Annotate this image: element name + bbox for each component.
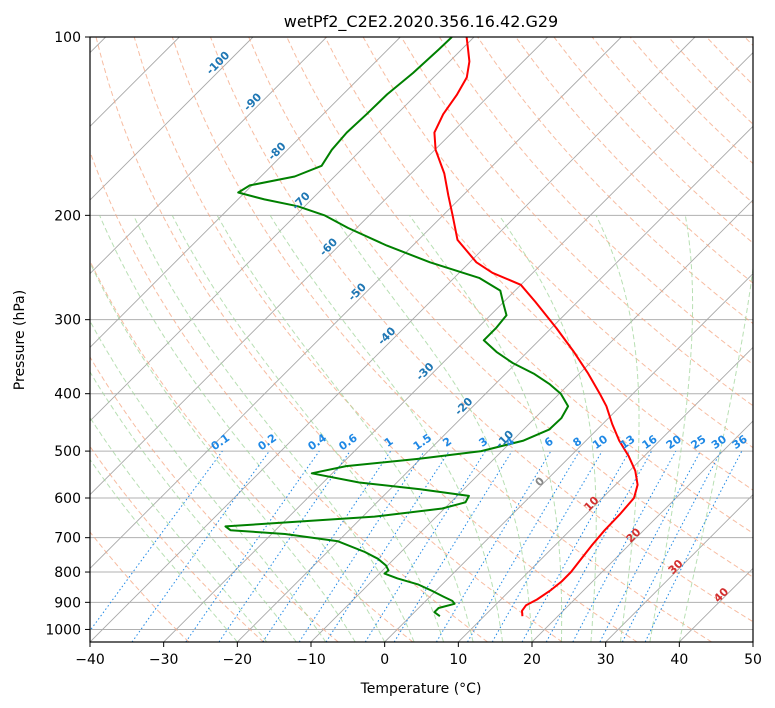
- series-lines: [224, 37, 639, 618]
- x-axis-title: Temperature (°C): [360, 681, 482, 697]
- x-tick-label: 30: [597, 652, 615, 668]
- mixing-ratio-line: [185, 450, 320, 642]
- mixing-ratio-line: [545, 450, 653, 642]
- y-axis-title: Pressure (hPa): [12, 290, 28, 390]
- x-tick-label: −30: [149, 652, 179, 668]
- dry-adiabat-line: [90, 356, 339, 642]
- y-tick-label: 200: [54, 208, 81, 224]
- dry-adiabat-line: [515, 37, 753, 284]
- dry-adiabat-line: [90, 259, 414, 642]
- mixing-ratio-line: [298, 450, 425, 642]
- isotherm-line: [90, 37, 327, 275]
- background-lines: [90, 37, 753, 642]
- x-tick-label: 0: [380, 652, 389, 668]
- isotherm-line: [384, 273, 753, 642]
- isotherm-line: [90, 37, 475, 422]
- dry-adiabat-line: [90, 445, 264, 642]
- moist-adiabat-line: [649, 215, 694, 642]
- mixing-ratio-line: [218, 450, 351, 642]
- dewpoint-line: [224, 37, 570, 618]
- moist-adiabat-line: [171, 215, 445, 642]
- y-tick-label: 900: [54, 595, 81, 611]
- isotherm-line: [90, 37, 254, 201]
- chart-title: wetPf2_C2E2.2020.356.16.42.G29: [284, 12, 558, 32]
- y-tick-label: 600: [54, 491, 81, 507]
- axes: −40 −30 −20 −10 0 10 20 30 40 50 100 200 300 400 500 60…: [45, 30, 762, 668]
- moist-adiabat-line: [90, 458, 238, 642]
- y-tick-label: 100: [54, 30, 81, 46]
- isotherm-line: [90, 37, 696, 642]
- moist-adiabat-line: [90, 320, 327, 642]
- moist-adiabat-line: [408, 215, 563, 642]
- plot-area: [90, 37, 753, 642]
- moist-adiabat-line: [90, 416, 268, 642]
- mixing-ratio-line: [572, 450, 677, 642]
- dry-adiabat-line: [324, 37, 753, 491]
- moist-adiabat-line: [678, 264, 753, 642]
- y-tick-label: 300: [54, 313, 81, 329]
- y-tick-label: 1000: [45, 622, 81, 638]
- y-tick-label: 800: [54, 565, 81, 581]
- isotherm-line: [90, 37, 401, 348]
- dry-adiabat-line: [248, 37, 753, 578]
- dry-adiabat-line: [90, 531, 190, 642]
- x-tick-label: −20: [223, 652, 253, 668]
- isotherm-line: [605, 494, 753, 642]
- moist-adiabat-line: [90, 261, 356, 642]
- moist-adiabat-line: [90, 370, 297, 642]
- moist-adiabat-line: [133, 215, 415, 642]
- y-tick-label: 500: [54, 444, 81, 460]
- isotherm-line: [163, 52, 753, 642]
- x-tick-label: 50: [744, 652, 762, 668]
- moist-adiabat-line: [498, 215, 597, 642]
- x-tick-label: −10: [296, 652, 326, 668]
- x-tick-label: 20: [523, 652, 541, 668]
- mixing-ratio-line: [393, 450, 513, 642]
- x-tick-label: 10: [449, 652, 467, 668]
- moist-adiabat-line: [99, 215, 386, 642]
- isotherm-line: [531, 420, 753, 642]
- mixing-ratio-line: [262, 450, 392, 642]
- mixing-ratio-line: [521, 450, 630, 642]
- moist-adiabat-line: [595, 215, 640, 642]
- dry-adiabat-line: [171, 37, 712, 642]
- plot-frame: [89, 36, 754, 643]
- dry-adiabat-line: [438, 37, 753, 366]
- mixing-ratio-line: [644, 450, 743, 642]
- moist-adiabat-line: [269, 215, 503, 642]
- x-tick-label: 40: [670, 652, 688, 668]
- x-tick-label: −40: [75, 652, 105, 668]
- isotherm-line: [90, 37, 622, 569]
- dry-adiabat-line: [90, 150, 488, 642]
- mixing-ratio-line: [90, 450, 223, 632]
- dry-adiabat-line: [210, 37, 753, 623]
- dry-adiabat-line: [400, 37, 753, 407]
- y-tick-label: 700: [54, 531, 81, 547]
- mixing-ratio-line: [131, 450, 270, 642]
- dry-adiabat-line: [133, 37, 638, 642]
- y-tick-label: 400: [54, 387, 81, 403]
- isotherm-line: [458, 346, 753, 642]
- dry-adiabat-line: [95, 37, 563, 642]
- isotherm-line: [90, 37, 548, 496]
- temperature-line: [433, 37, 639, 617]
- mixing-ratio-line: [325, 450, 450, 642]
